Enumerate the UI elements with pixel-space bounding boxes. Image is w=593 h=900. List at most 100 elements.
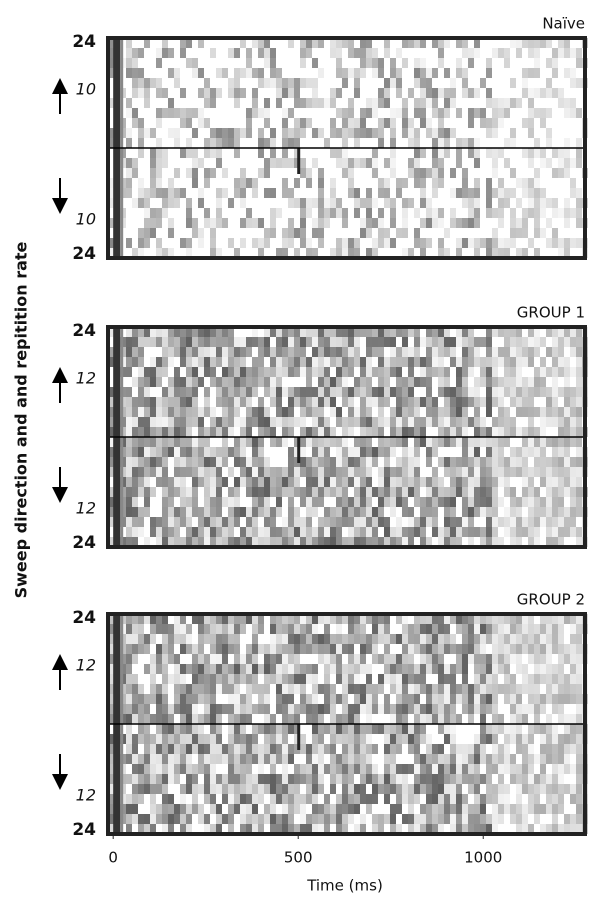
raster-cell [246,517,252,527]
raster-cell [264,784,270,794]
raster-cell [210,654,216,664]
raster-cell [330,397,336,407]
raster-cell [180,238,186,248]
raster-cell [198,337,204,347]
raster-cell [390,238,396,248]
raster-cell [360,198,366,208]
raster-cell [558,457,564,467]
raster-cell [168,794,174,804]
raster-cell [216,734,222,744]
raster-cell [210,228,216,238]
raster-cell [198,654,204,664]
raster-cell [216,417,222,427]
raster-cell [168,527,174,537]
raster-cell [396,437,402,447]
raster-cell [534,517,540,527]
raster-cell [246,347,252,357]
raster-cell [510,188,516,198]
raster-cell [564,517,570,527]
raster-cell [216,487,222,497]
raster-cell [420,674,426,684]
raster-cell [450,337,456,347]
raster-cell [246,178,252,188]
raster-cell [564,158,570,168]
raster-cell [576,58,582,68]
raster-cell [540,158,546,168]
raster-cell [174,377,180,387]
raster-cell [360,367,366,377]
raster-cell [432,188,438,198]
raster-cell [444,128,450,138]
raster-cell [402,198,408,208]
raster-cell [354,208,360,218]
raster-cell [162,397,168,407]
raster-cell [294,764,300,774]
raster-cell [540,188,546,198]
raster-cell [210,447,216,457]
raster-cell [396,78,402,88]
raster-cell [372,654,378,664]
raster-cell [462,654,468,664]
raster-cell [150,794,156,804]
raster-cell [288,467,294,477]
raster-cell [378,407,384,417]
raster-cell [330,527,336,537]
raster-cell [258,497,264,507]
raster-cell [174,367,180,377]
raster-cell [528,744,534,754]
raster-cell [534,367,540,377]
raster-cell [498,497,504,507]
raster-cell [462,764,468,774]
raster-cell [492,684,498,694]
raster-cell [492,208,498,218]
raster-cell [354,744,360,754]
raster-cell [354,347,360,357]
raster-cell [150,427,156,437]
rate-label: 12 [76,786,96,805]
raster-cell [366,198,372,208]
rate-label-edge: 24 [72,820,96,840]
raster-cell [522,644,528,654]
raster-cell [576,198,582,208]
raster-cell [522,684,528,694]
raster-cell [150,734,156,744]
raster-cell [132,734,138,744]
raster-cell [414,774,420,784]
raster-cell [240,198,246,208]
raster-cell [192,218,198,228]
raster-cell [288,784,294,794]
raster-cell [264,407,270,417]
raster-cell [192,744,198,754]
raster-cell [360,48,366,58]
raster-cell [552,367,558,377]
raster-cell [360,527,366,537]
raster-cell [372,507,378,517]
raster-cell [366,714,372,724]
raster-cell [348,68,354,78]
raster-cell [414,744,420,754]
raster-cell [228,734,234,744]
raster-cell [258,347,264,357]
raster-cell [324,208,330,218]
raster-cell [192,794,198,804]
raster-cell [258,218,264,228]
raster-cell [252,98,258,108]
raster-cell [354,714,360,724]
raster-cell [534,784,540,794]
raster-cell [438,724,444,734]
raster-cell [258,128,264,138]
raster-cell [282,674,288,684]
raster-cell [360,128,366,138]
raster-cell [222,684,228,694]
raster-cell [450,517,456,527]
raster-cell [234,367,240,377]
raster-cell [306,744,312,754]
raster-cell [384,517,390,527]
raster-cell [492,377,498,387]
raster-cell [216,674,222,684]
raster-cell [366,417,372,427]
raster-cell [324,644,330,654]
raster-cell [510,624,516,634]
raster-cell [126,634,132,644]
raster-cell [558,98,564,108]
